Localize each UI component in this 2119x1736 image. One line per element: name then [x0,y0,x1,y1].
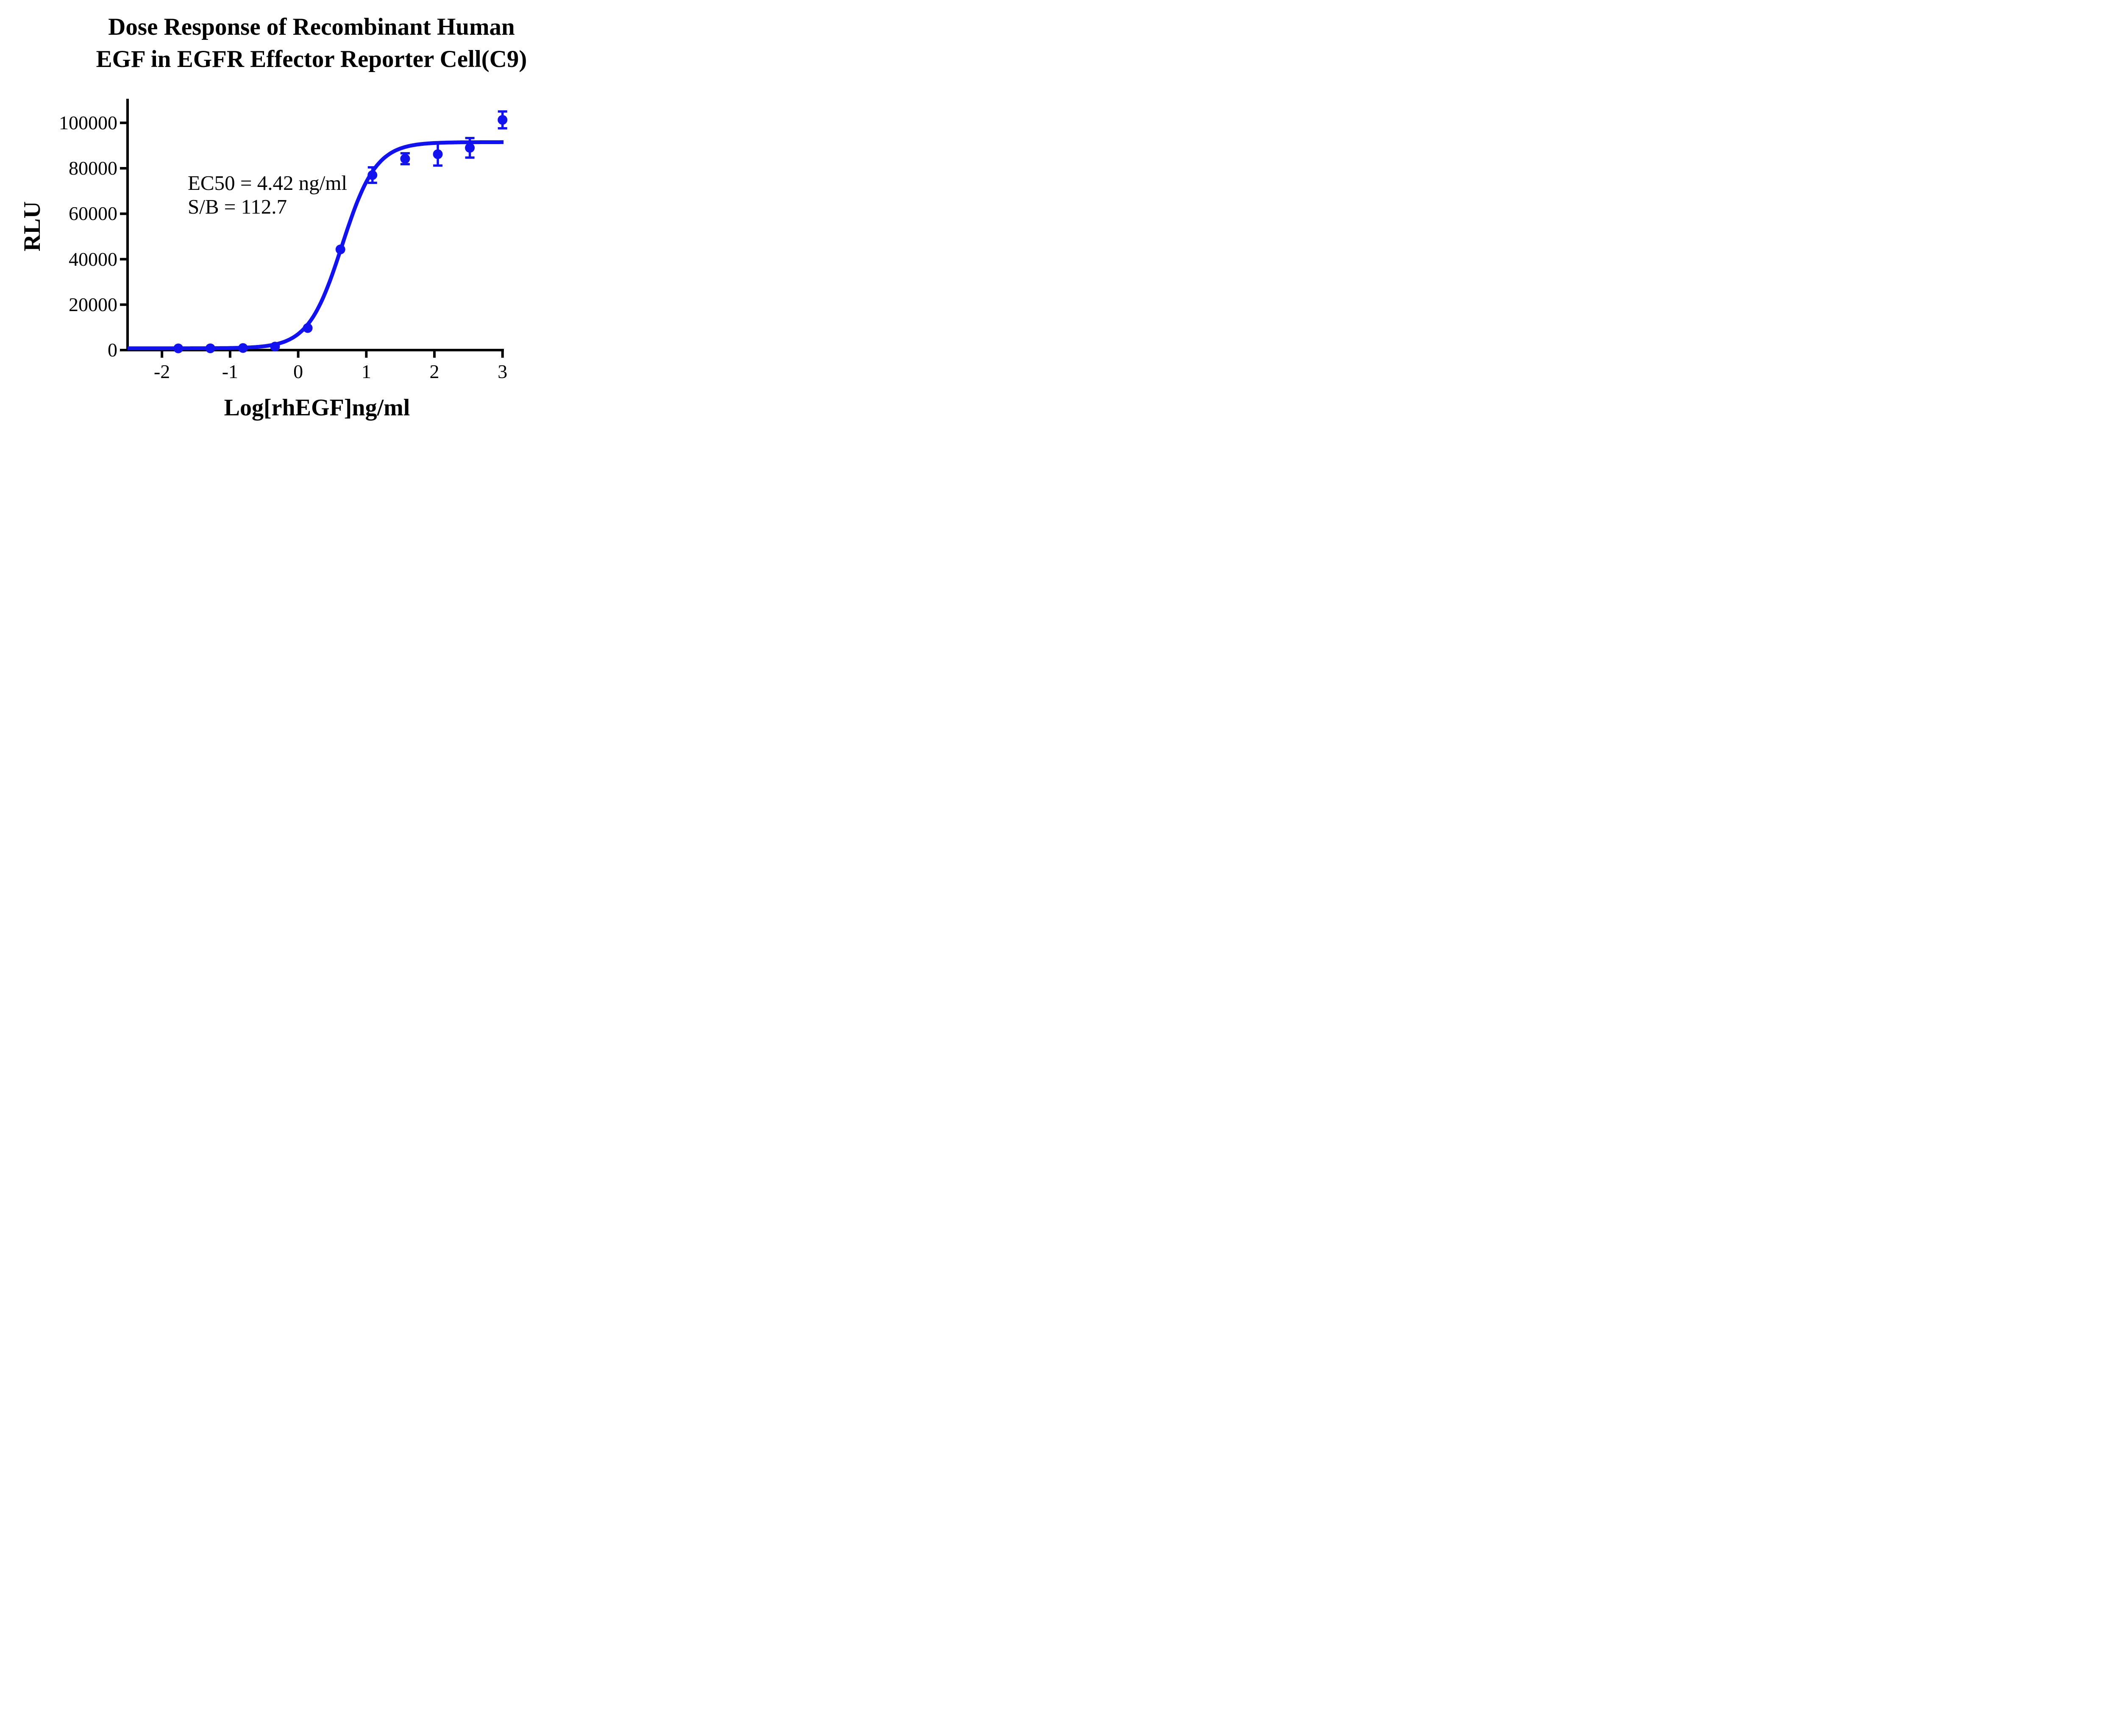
y-tick-label: 100000 [59,111,117,134]
data-point-marker [173,343,184,353]
x-axis-title: Log[rhEGF]ng/ml [224,395,410,421]
data-point-marker [335,244,345,254]
sb-annotation: S/B = 112.7 [188,195,287,218]
data-point-marker [367,170,378,180]
data-point-marker [238,343,248,353]
x-tick-label: -1 [222,361,239,382]
y-tick-label: 0 [108,339,117,361]
x-tick-label: -2 [153,361,170,382]
x-tick-label: 2 [429,361,439,382]
plot-area [120,99,508,358]
x-tick-label: 0 [293,361,303,382]
data-point-marker [303,323,313,333]
data-point-marker [270,342,280,352]
chart-title: Dose Response of Recombinant Human EGF i… [59,11,563,75]
y-tick-label: 60000 [69,203,117,225]
y-tick-label: 40000 [69,248,117,270]
x-tick-label: 1 [361,361,371,382]
data-point-marker [400,154,410,164]
chart-title-line2: EGF in EGFR Effector Reporter Cell(C9) [96,46,527,72]
data-point-marker [465,143,475,153]
ec50-annotation: EC50 = 4.42 ng/ml [188,171,348,195]
dose-response-figure: Dose Response of Recombinant Human EGF i… [0,0,563,434]
data-point-marker [205,343,215,353]
data-point-marker [498,115,508,125]
x-tick-label: 3 [498,361,508,382]
data-point-marker [433,149,443,159]
y-tick-label: 20000 [69,293,117,315]
fit-annotation: EC50 = 4.42 ng/ml S/B = 112.7 [188,171,347,219]
chart-title-line1: Dose Response of Recombinant Human [108,14,515,40]
y-tick-label: 80000 [69,157,117,179]
